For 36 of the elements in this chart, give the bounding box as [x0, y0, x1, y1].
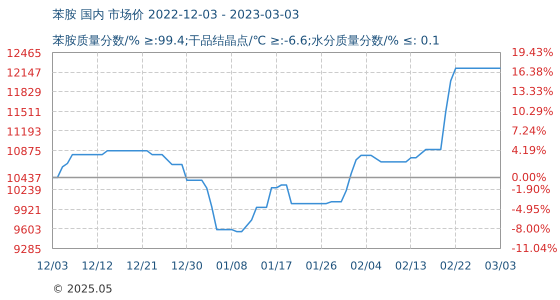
- x-tick-label: 01/17: [260, 260, 292, 272]
- x-tick-label: 12/21: [126, 260, 158, 272]
- y2-tick-label: 4.19%: [512, 144, 546, 158]
- text: © 2025.05: [52, 282, 112, 296]
- y-tick-label: 10875: [6, 145, 42, 158]
- y-tick-label: 10437: [6, 172, 42, 185]
- y-tick-label: 9285: [14, 243, 42, 256]
- y-tick-label: 12465: [6, 47, 42, 60]
- y2-tick-label: 13.33%: [512, 85, 554, 98]
- y2-tick-label: 0.00%: [512, 170, 546, 184]
- chart-title: 苯胺 国内 市场价 2022-12-03 - 2023-03-03: [52, 8, 300, 22]
- x-tick-label: 12/03: [36, 260, 68, 272]
- y2-tick-label: -1.90%: [512, 183, 550, 196]
- y2-tick-label: 19.43%: [512, 46, 554, 59]
- x-tick-label: 02/04: [350, 260, 382, 272]
- x-tick-label: 01/08: [216, 260, 248, 272]
- y2-tick-label: -8.00%: [512, 222, 550, 236]
- x-tick-label: 01/26: [305, 260, 338, 272]
- chart-subtitle: 苯胺质量分数/% ≥:99.4;干品结晶点/℃ ≥:-6.6;水分质量分数/% ≤: 0.1: [52, 34, 440, 48]
- x-tick-label: 12/12: [81, 260, 114, 272]
- y2-tick-label: 16.38%: [512, 66, 554, 79]
- x-tick-label: 12/30: [171, 260, 203, 272]
- y-tick-label: 11193: [6, 125, 42, 138]
- y2-tick-label: 7.24%: [512, 124, 546, 138]
- y2-tick-label: -4.95%: [512, 202, 550, 216]
- x-tick-label: 02/22: [440, 260, 472, 272]
- y-tick-label: 12147: [6, 66, 42, 80]
- y-tick-label: 9921: [14, 204, 42, 217]
- y2-tick-label: -11.04%: [512, 242, 558, 255]
- y-tick-label: 11511: [6, 106, 42, 119]
- y-tick-label: 9603: [14, 223, 42, 236]
- y-tick-label: 11829: [6, 86, 42, 100]
- y-tick-label: 10239: [6, 184, 42, 198]
- y2-tick-label: 10.29%: [512, 104, 554, 118]
- x-tick-label: 03/03: [484, 260, 516, 272]
- x-tick-label: 02/13: [395, 260, 427, 272]
